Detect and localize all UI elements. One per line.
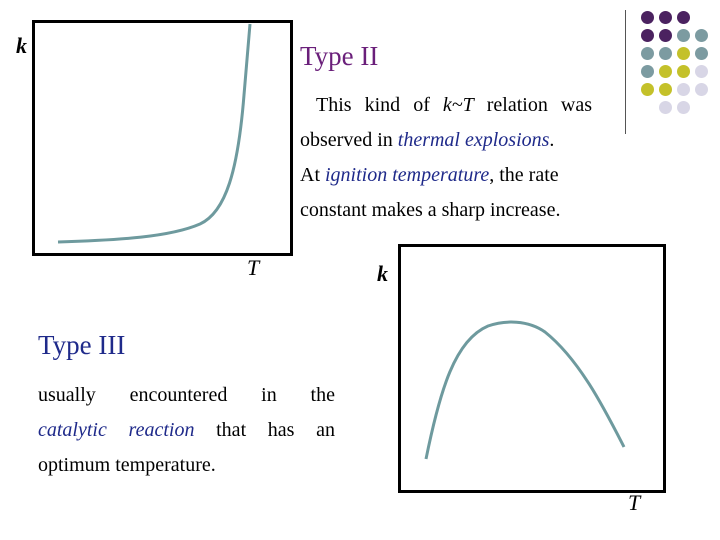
type3-line1: usually encountered in the <box>38 378 335 413</box>
type3-line3: optimum temperature. <box>38 448 335 483</box>
type3-heading: Type III <box>38 330 125 361</box>
plot-type3-x-label: T <box>628 490 640 516</box>
type3-line2-end: that has an <box>194 419 335 441</box>
type3-paragraph: usually encountered in the catalytic rea… <box>38 378 335 483</box>
decorative-divider-line <box>625 10 626 134</box>
plot-type3-y-label: k <box>377 261 388 287</box>
type3-catalytic-reaction: catalytic reaction <box>38 419 194 441</box>
type3-line2: catalytic reaction that has an <box>38 413 335 448</box>
